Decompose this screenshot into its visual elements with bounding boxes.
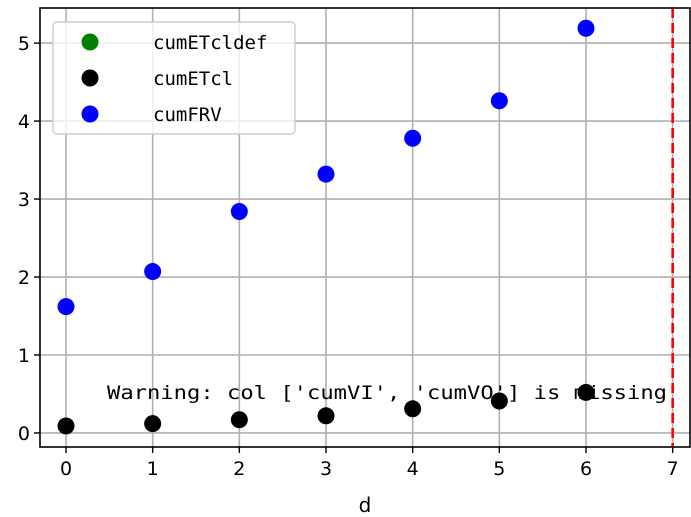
data-point-cumETcl [490,392,508,410]
y-tick-label: 0 [18,423,30,445]
x-tick-label: 0 [60,458,72,480]
x-tick-label: 1 [147,458,159,480]
x-tick-label: 5 [493,458,505,480]
x-tick-label: 2 [233,458,245,480]
x-axis-label: d [359,493,372,517]
warning-annotation: Warning: col ['cumVI', 'cumVO'] is missi… [107,382,667,404]
data-point-cumETcl [144,415,162,433]
data-point-cumFRV [230,203,248,221]
data-point-cumFRV [144,263,162,281]
y-tick-label: 1 [18,345,30,367]
legend: cumETcldef cumETcl cumFRV [52,21,296,135]
y-tick-label: 3 [18,189,30,211]
x-tick-label: 7 [667,458,679,480]
data-point-cumFRV [577,19,595,37]
legend-marker [81,69,99,87]
x-tick-label: 4 [407,458,419,480]
legend-label: cumETcl [153,68,233,90]
data-point-cumETcl [577,383,595,401]
legend-box [52,21,296,135]
data-point-cumETcl [404,400,422,418]
data-point-cumETcl [230,411,248,429]
data-point-cumFRV [57,298,75,316]
x-tick-label: 6 [580,458,592,480]
data-point-cumETcl [317,407,335,425]
plot-frame [39,7,691,448]
legend-label: cumFRV [153,104,222,126]
data-points [57,19,595,435]
legend-label: cumETcldef [153,32,267,54]
data-point-cumETcl [57,417,75,435]
legend-marker [81,105,99,123]
x-tick-label: 3 [320,458,332,480]
data-point-cumFRV [317,165,335,183]
data-point-cumFRV [404,129,422,147]
axis-ticks: 0 1 2 3 4 5 6 7 0 1 2 3 4 5 [18,33,679,480]
y-tick-label: 4 [18,111,30,133]
legend-marker [81,33,99,51]
y-tick-label: 5 [18,33,30,55]
y-tick-label: 2 [18,267,30,289]
data-point-cumFRV [490,92,508,110]
